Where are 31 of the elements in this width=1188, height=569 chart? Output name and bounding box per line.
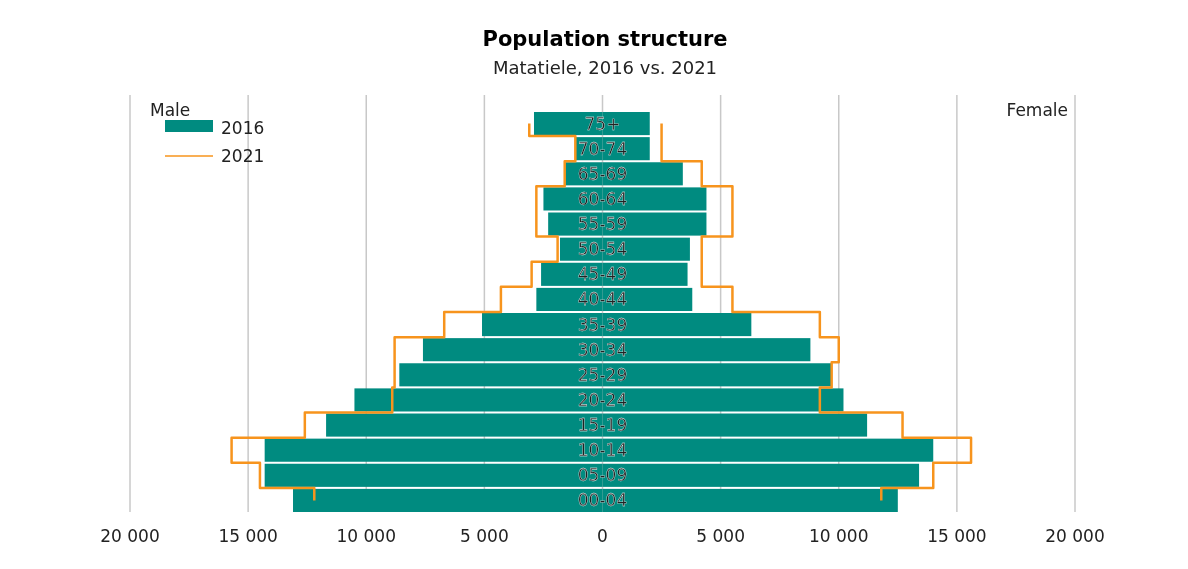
y-tick-label: 20-24 (577, 389, 628, 410)
y-tick-label: 65-69 (577, 163, 628, 184)
y-tick-label: 40-44 (577, 289, 628, 310)
y-tick-label: 70-74 (577, 138, 628, 159)
y-tick-label: 75+ (584, 113, 621, 134)
y-tick-label: 35-39 (577, 314, 628, 335)
chart-title: Population structure (482, 27, 728, 51)
y-tick-label: 05-09 (577, 465, 628, 486)
x-tick-label: 15 000 (927, 526, 987, 546)
annotation: Male (150, 100, 191, 120)
y-tick-label: 55-59 (577, 214, 628, 235)
y-tick-label: 25-29 (577, 364, 628, 385)
x-tick-label: 10 000 (809, 526, 869, 546)
chart-subtitle: Matatiele, 2016 vs. 2021 (492, 57, 718, 78)
y-tick-label: 30-34 (577, 339, 628, 360)
y-tick-label: 50-54 (577, 239, 628, 260)
x-tick-label: 15 000 (218, 526, 278, 546)
x-tick-label: 0 (597, 526, 608, 546)
y-tick-label: 00-04 (577, 490, 628, 511)
annotation: Female (1006, 100, 1068, 120)
y-tick-label: 60-64 (577, 188, 628, 209)
legend-label: 2021 (221, 146, 265, 166)
x-tick-label: 5 000 (696, 526, 745, 546)
y-tick-label: 45-49 (577, 264, 628, 285)
y-tick-label: 10-14 (577, 440, 628, 461)
x-tick-label: 20 000 (1045, 526, 1105, 546)
legend-label: 2016 (221, 118, 265, 138)
y-tick-label: 15-19 (577, 415, 628, 436)
x-tick-label: 20 000 (100, 526, 160, 546)
x-tick-label: 5 000 (460, 526, 509, 546)
x-tick-label: 10 000 (336, 526, 396, 546)
